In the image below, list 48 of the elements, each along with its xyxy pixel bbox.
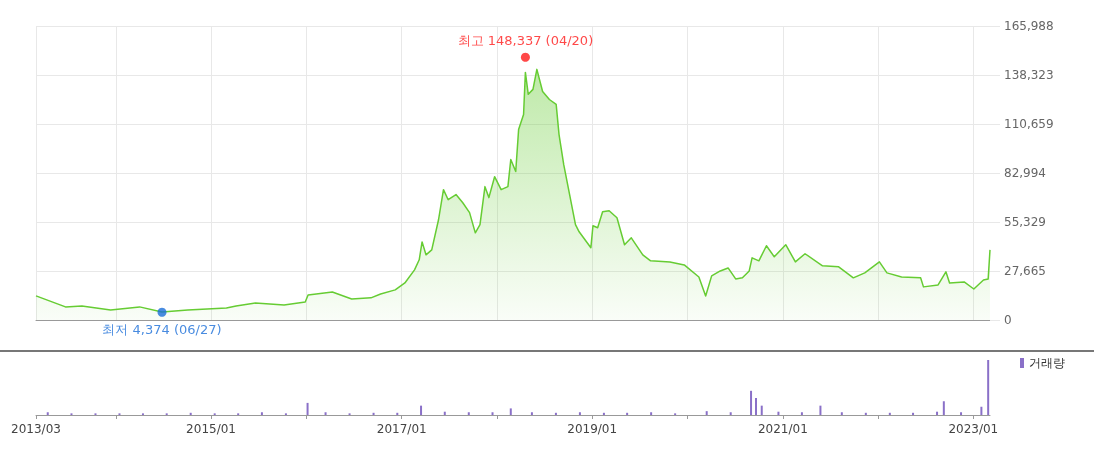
bar [760,405,763,415]
x-tick-label: 2017/01 [376,422,427,436]
y-tick-label: 27,665 [1004,264,1046,278]
bar [626,412,629,415]
bar [980,406,983,415]
bar [912,412,915,415]
bar [324,412,327,415]
bar [189,412,192,415]
x-tick-label: 2019/01 [567,422,618,436]
bar [888,412,891,415]
bar [578,412,581,415]
x-tick-label: 2021/01 [757,422,808,436]
bar [491,412,494,415]
bar [819,405,822,415]
bar [509,408,512,415]
y-tick-label: 55,329 [1004,215,1046,229]
bar [396,412,399,415]
bar [942,401,945,415]
bar [755,397,757,415]
y-tick-label: 82,994 [1004,166,1046,180]
bar [306,402,309,415]
x-tick-label: 2013/03 [11,422,61,436]
bar [705,411,708,415]
bar [729,412,732,415]
bar [864,412,867,415]
data-label: 최고 148,337 (04/20) [457,32,594,48]
bar [372,412,375,415]
y-tick-label: 110,659 [1004,117,1054,131]
bar [420,405,423,415]
bar [750,390,753,415]
y-tick-label: 0 [1004,313,1012,327]
bar [987,360,990,415]
bar [960,412,963,415]
bar [46,412,49,415]
bar [840,412,843,415]
x-tick-label: 2023/01 [948,422,999,436]
x-tick-label: 2015/01 [186,422,236,436]
y-tick-label: 165,988 [1004,19,1054,33]
bar [800,412,803,415]
bar [530,412,533,415]
bar [467,412,470,415]
bar [260,412,263,415]
data-label: 최저 4,374 (06/27) [102,321,222,337]
y-tick-label: 138,323 [1004,68,1054,82]
bar [602,412,605,415]
legend-label: 거래량 [1029,356,1065,370]
bar [554,412,557,415]
bar [650,412,653,415]
